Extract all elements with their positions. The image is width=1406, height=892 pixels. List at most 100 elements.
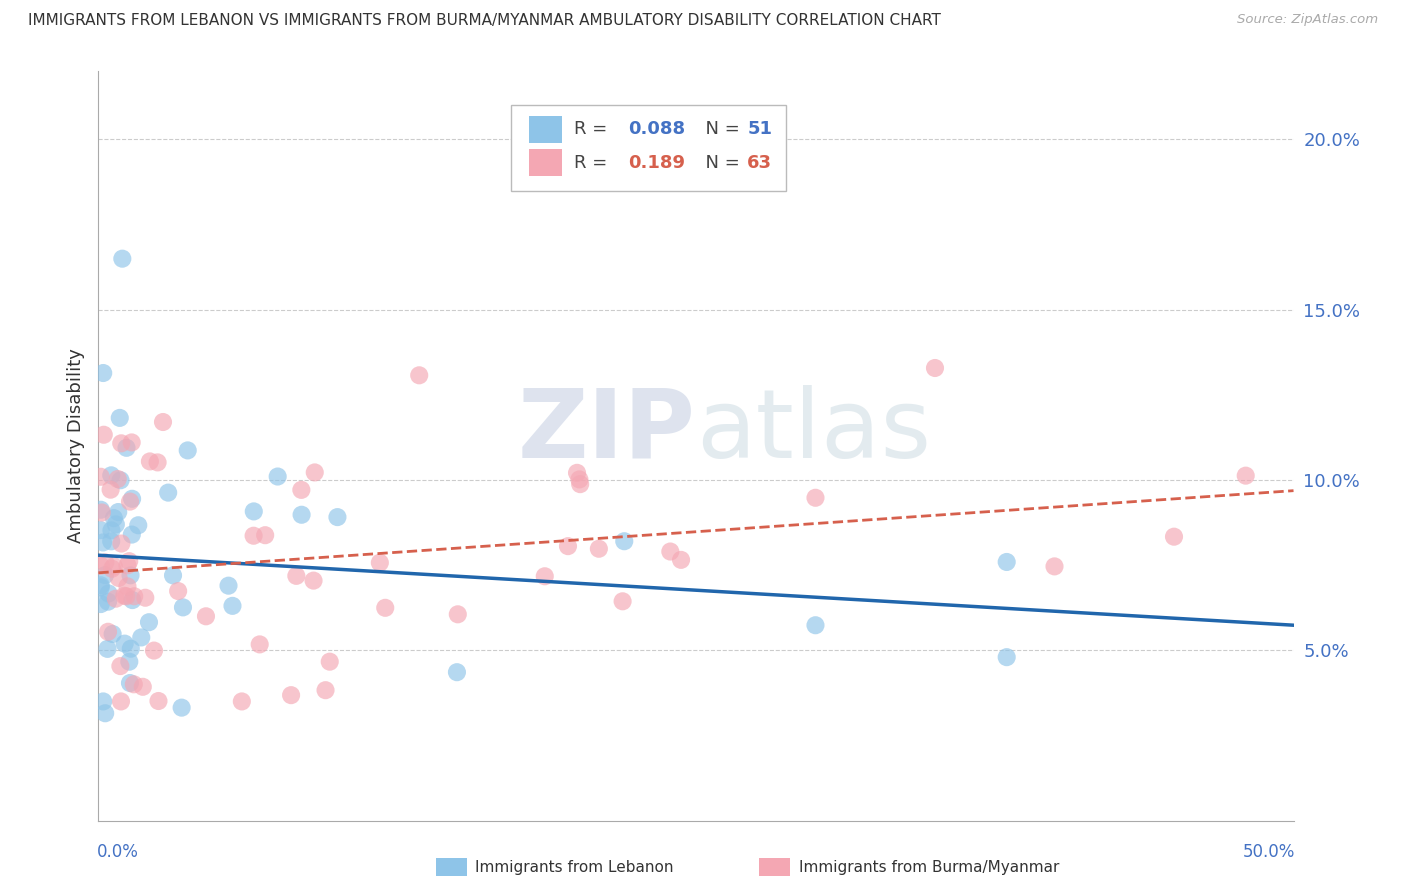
Point bbox=[111, 252, 134, 266]
Point bbox=[112, 589, 135, 603]
Point bbox=[134, 591, 156, 605]
Text: N =: N = bbox=[693, 120, 745, 138]
Point bbox=[101, 562, 124, 576]
Point bbox=[118, 494, 141, 508]
Point bbox=[569, 477, 592, 491]
Point bbox=[110, 436, 132, 450]
Point bbox=[285, 569, 308, 583]
Point bbox=[326, 510, 349, 524]
Point bbox=[1163, 530, 1185, 544]
Point bbox=[104, 517, 127, 532]
Text: R =: R = bbox=[574, 153, 613, 172]
Text: 0.0%: 0.0% bbox=[97, 843, 139, 861]
Point bbox=[132, 680, 155, 694]
Point bbox=[118, 655, 141, 669]
Point bbox=[97, 595, 120, 609]
Point bbox=[804, 618, 827, 632]
Text: atlas: atlas bbox=[696, 384, 931, 477]
Point bbox=[195, 609, 218, 624]
Point bbox=[557, 539, 579, 553]
Point bbox=[139, 454, 162, 468]
Point bbox=[162, 568, 184, 582]
Point bbox=[94, 568, 117, 582]
Point bbox=[374, 600, 396, 615]
Point bbox=[177, 443, 200, 458]
Point bbox=[90, 558, 112, 573]
Point bbox=[122, 677, 145, 691]
Y-axis label: Ambulatory Disability: Ambulatory Disability bbox=[66, 349, 84, 543]
Point bbox=[157, 485, 180, 500]
Point bbox=[104, 591, 127, 606]
Point bbox=[120, 568, 142, 582]
Point bbox=[120, 641, 142, 656]
Point bbox=[90, 506, 112, 520]
Point bbox=[91, 535, 114, 549]
Point bbox=[90, 580, 112, 594]
Point bbox=[97, 586, 120, 600]
Point bbox=[533, 569, 555, 583]
Point bbox=[302, 574, 325, 588]
FancyBboxPatch shape bbox=[510, 105, 786, 191]
Point bbox=[804, 491, 827, 505]
Point bbox=[368, 556, 391, 570]
Point bbox=[101, 627, 124, 641]
Point bbox=[249, 637, 271, 651]
Point bbox=[96, 641, 118, 656]
Point bbox=[90, 597, 112, 611]
Point bbox=[110, 694, 132, 708]
Point bbox=[167, 584, 190, 599]
Point bbox=[90, 578, 112, 592]
Point bbox=[143, 643, 166, 657]
Point bbox=[218, 579, 240, 593]
Point bbox=[121, 527, 143, 541]
Text: IMMIGRANTS FROM LEBANON VS IMMIGRANTS FROM BURMA/MYANMAR AMBULATORY DISABILITY C: IMMIGRANTS FROM LEBANON VS IMMIGRANTS FR… bbox=[28, 13, 941, 29]
Point bbox=[995, 555, 1018, 569]
Point bbox=[659, 544, 682, 558]
Point bbox=[280, 688, 302, 702]
Point bbox=[110, 536, 132, 550]
Text: 51: 51 bbox=[748, 120, 772, 138]
Point bbox=[100, 524, 122, 538]
Point bbox=[146, 455, 169, 469]
Point bbox=[170, 700, 193, 714]
Point bbox=[291, 508, 314, 522]
Point bbox=[304, 466, 326, 480]
Point bbox=[148, 694, 170, 708]
Point bbox=[221, 599, 243, 613]
Point bbox=[117, 579, 139, 593]
Point bbox=[115, 441, 138, 455]
Text: N =: N = bbox=[693, 153, 745, 172]
Point bbox=[254, 528, 277, 542]
Point bbox=[995, 650, 1018, 665]
Text: R =: R = bbox=[574, 120, 613, 138]
Point bbox=[108, 410, 131, 425]
Point bbox=[90, 470, 112, 484]
Point bbox=[588, 541, 610, 556]
Point bbox=[107, 472, 129, 486]
Point bbox=[118, 554, 141, 568]
Point bbox=[565, 466, 588, 480]
Point bbox=[447, 607, 470, 622]
Point bbox=[115, 590, 138, 604]
Point bbox=[129, 631, 152, 645]
Point bbox=[243, 504, 266, 518]
Point bbox=[91, 694, 114, 708]
Point bbox=[1234, 468, 1257, 483]
Point bbox=[172, 600, 194, 615]
Point bbox=[127, 518, 149, 533]
Text: 0.088: 0.088 bbox=[628, 120, 685, 138]
Point bbox=[152, 415, 174, 429]
Point bbox=[121, 435, 143, 450]
Point bbox=[290, 483, 312, 497]
Point bbox=[669, 553, 692, 567]
Text: 63: 63 bbox=[748, 153, 772, 172]
Text: 0.189: 0.189 bbox=[628, 153, 685, 172]
Point bbox=[138, 615, 160, 630]
Point bbox=[93, 427, 115, 442]
Point bbox=[94, 706, 117, 721]
Point bbox=[613, 534, 636, 549]
Point bbox=[121, 491, 143, 506]
Point bbox=[612, 594, 634, 608]
Point bbox=[90, 523, 112, 537]
Point bbox=[408, 368, 430, 383]
